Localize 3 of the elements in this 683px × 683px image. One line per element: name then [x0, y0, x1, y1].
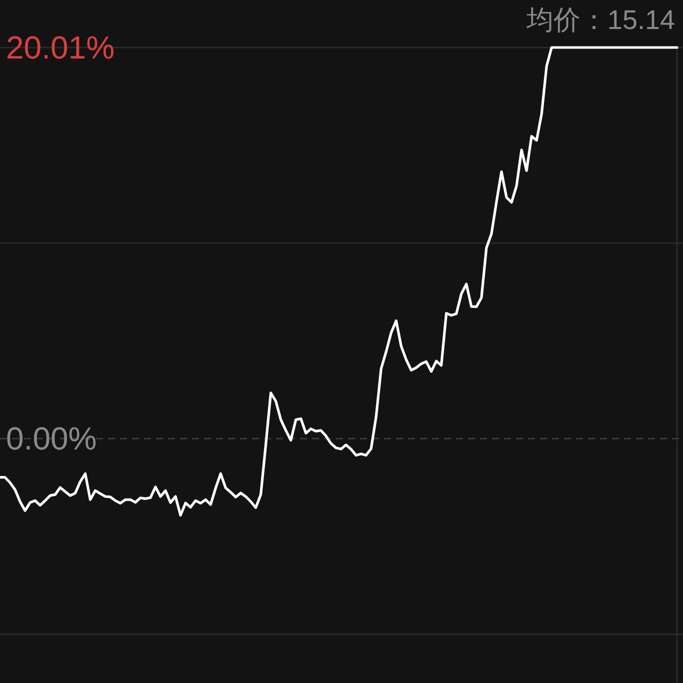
y-tick-label: 20.01% — [6, 30, 115, 66]
y-tick-label: 0.00% — [6, 420, 97, 457]
annotation: 均价：15.14 — [526, 5, 675, 35]
